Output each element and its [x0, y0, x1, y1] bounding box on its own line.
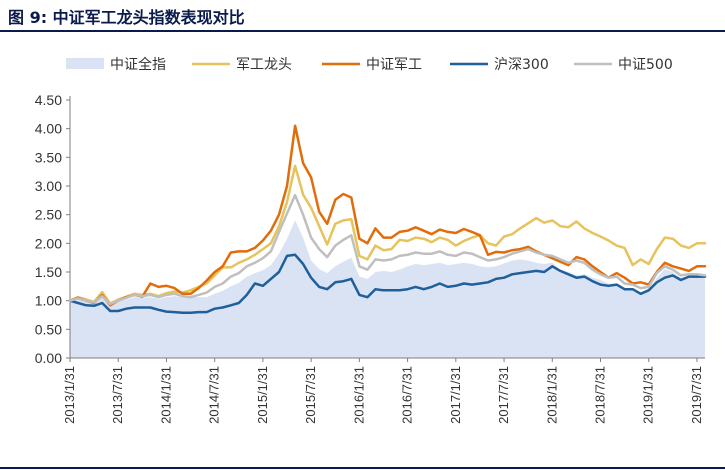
lines-layer — [68, 124, 707, 314]
x-tick-label: 2013/1/31 — [62, 366, 77, 424]
y-tick-label: 0.50 — [35, 321, 62, 337]
series-line-3 — [68, 253, 707, 314]
legend-item-3: 沪深300 — [450, 57, 549, 73]
legend-swatch — [66, 58, 104, 69]
x-tick-label: 2015/1/31 — [255, 366, 270, 424]
y-tick-label: 0.00 — [35, 350, 62, 366]
y-tick-label: 4.50 — [35, 92, 62, 108]
y-tick-label: 2.00 — [35, 235, 62, 251]
x-tick-label: 2014/7/31 — [207, 366, 222, 424]
legend-label: 中证500 — [618, 57, 673, 73]
y-tick-label: 1.50 — [35, 264, 62, 280]
legend-item-4: 中证500 — [574, 57, 673, 73]
x-tick-label: 2018/1/31 — [544, 366, 559, 424]
figure-title: 图 9: 中证军工龙头指数表现对比 — [8, 8, 245, 27]
legend-label: 沪深300 — [494, 57, 549, 73]
bottom-rule — [0, 467, 725, 469]
title-rule — [0, 30, 725, 32]
legend-label: 中证军工 — [366, 57, 422, 73]
y-tick-label: 4.00 — [35, 121, 62, 137]
axes: 0.00 0.50 1.00 1.50 2.00 2.50 3.00 3.50 4.00 4.50… — [35, 92, 705, 424]
series-line-4 — [68, 193, 707, 306]
x-tick-label: 2016/7/31 — [400, 366, 415, 424]
legend-label: 军工龙头 — [236, 57, 292, 73]
y-tick-label: 1.00 — [35, 293, 62, 309]
x-tick-label: 2017/1/31 — [448, 366, 463, 424]
x-tick-label: 2019/7/31 — [689, 366, 704, 424]
y-tick-label: 3.00 — [35, 178, 62, 194]
legend-label: 中证全指 — [110, 56, 166, 73]
x-tick-label: 2015/7/31 — [303, 366, 318, 424]
series-line-2 — [68, 124, 707, 307]
legend-item-1: 军工龙头 — [192, 57, 292, 73]
x-tick-label: 2017/7/31 — [496, 366, 511, 424]
x-tick-label: 2018/7/31 — [593, 366, 608, 424]
x-tick-label: 2016/1/31 — [351, 366, 366, 424]
legend-item-0: 中证全指 — [66, 56, 166, 73]
x-tick-label: 2014/1/31 — [158, 366, 173, 424]
legend: 中证全指 军工龙头 中证军工 沪深300 中证500 — [66, 56, 673, 73]
series-line-1 — [68, 164, 707, 305]
y-tick-label: 2.50 — [35, 207, 62, 223]
x-tick-label: 2019/1/31 — [641, 366, 656, 424]
legend-item-2: 中证军工 — [322, 57, 422, 73]
y-tick-label: 3.50 — [35, 149, 62, 165]
x-tick-label: 2013/7/31 — [110, 366, 125, 424]
